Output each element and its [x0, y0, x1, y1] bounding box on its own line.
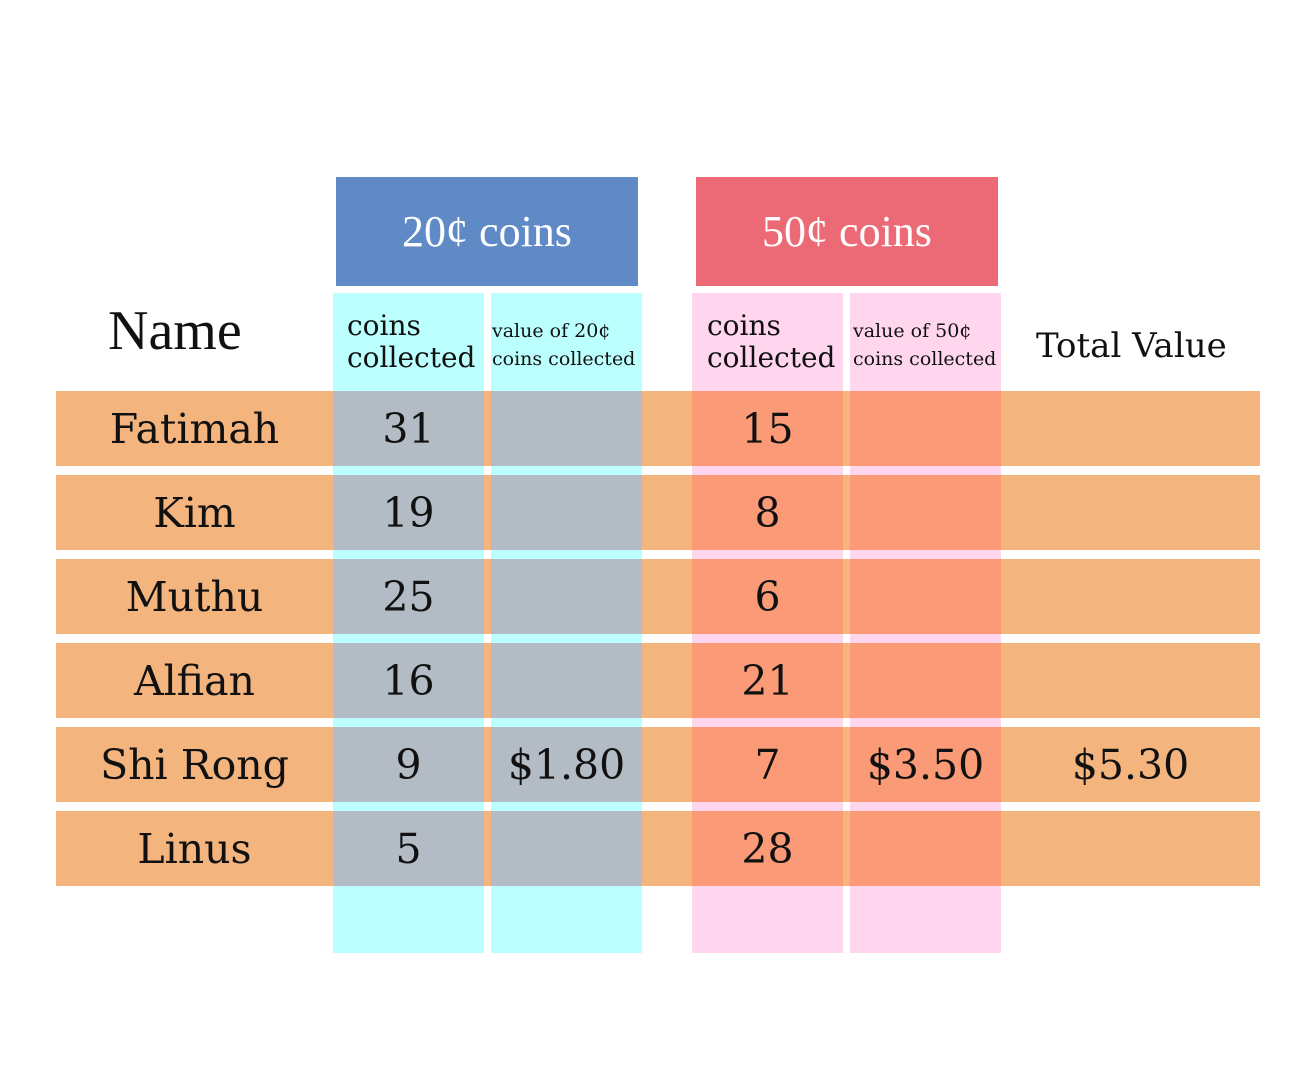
fifty-collected-header: coins collected [707, 309, 836, 375]
cell-fifty-count: 28 [741, 824, 794, 873]
cell-fifty-value [850, 475, 1001, 550]
cell-twenty-count: 5 [395, 824, 422, 873]
cell-twenty-value: $1.80 [507, 740, 626, 789]
cell-twenty-count: 9 [395, 740, 422, 789]
cell-total [1001, 811, 1260, 886]
twenty-value-header: value of 20¢ coins collected [492, 318, 635, 373]
cell-name: Linus [137, 824, 252, 873]
cell-fifty-count: 8 [754, 488, 781, 537]
fifty-count-cell-bg [692, 391, 843, 466]
twenty-value-header-line1: value of 20¢ [492, 320, 611, 342]
twenty-count-cell-bg [333, 811, 484, 886]
cell-fifty-count: 7 [754, 740, 781, 789]
cell-name: Fatimah [109, 404, 280, 453]
fifty-value-cell-bg [850, 475, 1001, 550]
cell-total [1001, 643, 1260, 718]
twenty-value-header-line2: coins collected [492, 347, 636, 370]
cell-fifty-value [850, 559, 1001, 634]
cell-twenty-value [491, 391, 642, 466]
twenty-collected-header-line2: collected [347, 341, 476, 375]
twenty-collected-header-line1: coins [347, 309, 421, 342]
table-row [56, 727, 1260, 802]
cell-name: Alfian [134, 656, 255, 705]
cell-twenty-count: 25 [382, 572, 435, 621]
fifty-value-cell-bg [850, 559, 1001, 634]
fifty-collected-header-line1: coins [707, 309, 781, 342]
cell-fifty-value [850, 391, 1001, 466]
twenty-count-cell-bg [333, 559, 484, 634]
fifty-value-cell-bg [850, 391, 1001, 466]
table-row [56, 559, 1260, 634]
twenty-count-cell-bg [333, 391, 484, 466]
fifty-count-cell-bg [692, 727, 843, 802]
cell-name: Muthu [125, 572, 264, 621]
twenty-value-cell-bg [491, 643, 642, 718]
cell-fifty-value: $3.50 [866, 740, 985, 789]
table-row [56, 391, 1260, 466]
fifty-collected-header-line2: collected [707, 341, 836, 375]
fifty-cent-coins-label: 50¢ coins [762, 207, 932, 256]
twenty-value-cell-bg [491, 475, 642, 550]
cell-total [1001, 559, 1260, 634]
cell-twenty-value [491, 643, 642, 718]
fifty-count-cell-bg [692, 643, 843, 718]
cell-fifty-count: 21 [741, 656, 794, 705]
fifty-value-header-line1: value of 50¢ [853, 320, 972, 342]
twenty-value-cell-bg [491, 391, 642, 466]
fifty-value-cell-bg [850, 727, 1001, 802]
cell-name: Kim [153, 488, 236, 537]
twenty-value-cell-bg [491, 727, 642, 802]
cell-total [1001, 475, 1260, 550]
cell-twenty-count: 31 [382, 404, 435, 453]
fifty-value-cell-bg [850, 643, 1001, 718]
total-value-header: Total Value [1036, 326, 1227, 366]
fifty-cent-coins-header: 50¢ coins [696, 177, 998, 286]
fifty-value-cell-bg [850, 811, 1001, 886]
twenty-cent-coins-header: 20¢ coins [336, 177, 638, 286]
cell-total: $5.30 [1071, 740, 1190, 789]
twenty-value-cell-bg [491, 559, 642, 634]
cell-name: Shi Rong [100, 740, 289, 789]
table-row [56, 811, 1260, 886]
table-row [56, 475, 1260, 550]
cell-fifty-value [850, 811, 1001, 886]
fifty-count-cell-bg [692, 811, 843, 886]
table-row [56, 643, 1260, 718]
name-header: Name [108, 300, 242, 362]
cell-twenty-value [491, 811, 642, 886]
cell-twenty-count: 19 [382, 488, 435, 537]
fifty-value-header-line2: coins collected [853, 347, 997, 370]
cell-fifty-count: 6 [754, 572, 781, 621]
cell-twenty-count: 16 [382, 656, 435, 705]
twenty-count-cell-bg [333, 643, 484, 718]
cell-twenty-value [491, 559, 642, 634]
twenty-value-cell-bg [491, 811, 642, 886]
fifty-value-header: value of 50¢ coins collected [853, 318, 996, 373]
twenty-collected-header: coins collected [347, 309, 476, 375]
twenty-count-cell-bg [333, 727, 484, 802]
twenty-cent-coins-label: 20¢ coins [402, 207, 572, 256]
cell-total [1001, 391, 1260, 466]
cell-fifty-value [850, 643, 1001, 718]
fifty-count-cell-bg [692, 559, 843, 634]
cell-fifty-count: 15 [741, 404, 794, 453]
cell-twenty-value [491, 475, 642, 550]
fifty-count-cell-bg [692, 475, 843, 550]
twenty-count-cell-bg [333, 475, 484, 550]
